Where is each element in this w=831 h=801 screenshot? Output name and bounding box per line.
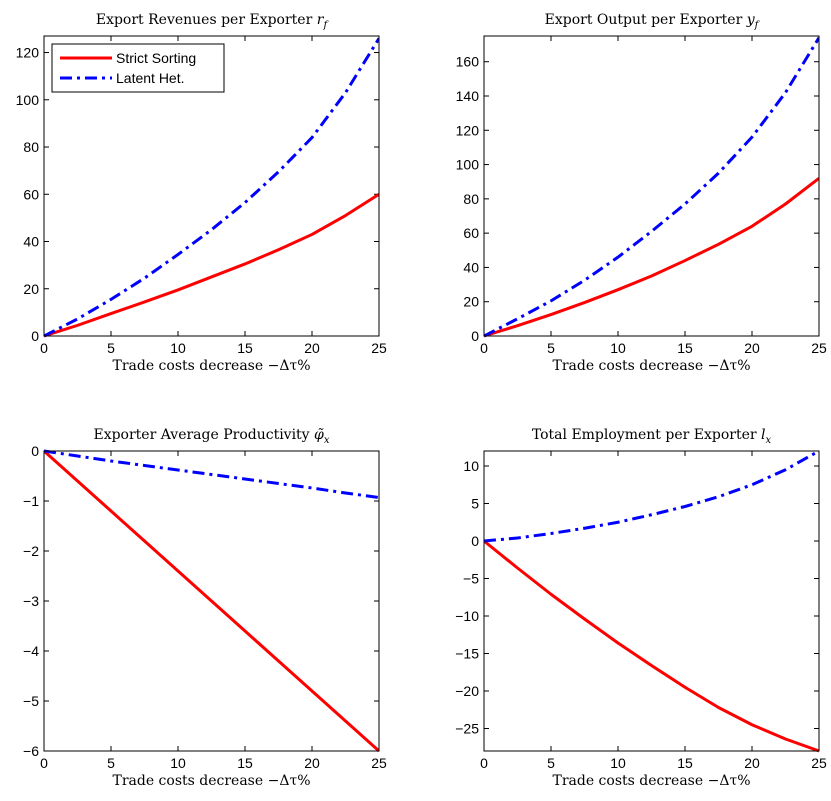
y-tick-label: −3 [23,593,39,609]
y-tick-label: 160 [456,54,480,70]
y-tick-label: 60 [463,225,479,241]
x-tick-label: 15 [237,340,253,356]
y-tick-label: −5 [23,693,39,709]
series-line-strict-sorting [484,539,819,753]
x-tick-label: 20 [744,755,760,771]
series-line-strict-sorting [44,193,379,338]
y-tick-label: −1 [23,493,39,509]
x-tick-label: 0 [480,755,488,771]
x-axis-label: Trade costs decrease −Δτ% [112,773,310,789]
x-tick-label: 5 [547,340,555,356]
y-tick-label: 100 [456,157,480,173]
subplot-title: Total Employment per Exporter lx [532,427,772,446]
x-tick-label: 10 [170,755,186,771]
x-tick-label: 10 [610,340,626,356]
x-tick-label: 15 [677,340,693,356]
axes-frame [483,35,820,337]
x-tick-label: 0 [480,340,488,356]
x-tick-label: 0 [40,755,48,771]
x-tick-label: 20 [304,755,320,771]
y-tick-label: 20 [23,281,39,297]
y-tick-label: 40 [23,234,39,250]
y-tick-label: 0 [31,443,39,459]
y-tick-label: 20 [463,294,479,310]
y-tick-label: 0 [31,328,39,344]
y-tick-label: −6 [23,743,39,759]
x-axis-label: Trade costs decrease −Δτ% [552,773,750,789]
x-tick-label: 5 [547,755,555,771]
plot-area [484,36,819,336]
y-tick-label: 80 [463,191,479,207]
y-tick-label: 100 [16,92,40,108]
y-tick-label: 80 [23,139,39,155]
y-tick-label: 0 [471,533,479,549]
subplot-title: Export Output per Exporter yf [545,12,761,31]
y-tick-label: 120 [456,122,480,138]
y-tick-label: 0 [471,328,479,344]
series-line-latent-het [44,449,379,499]
x-tick-label: 25 [811,755,827,771]
series-line-strict-sorting [44,449,379,753]
y-tick-label: 40 [463,259,479,275]
axes-frame [43,450,380,752]
plot-area [484,451,819,751]
x-tick-label: 25 [811,340,827,356]
axes-frame [483,450,820,752]
subplot-title: Exporter Average Productivity φ̃x [93,427,329,446]
series-line-strict-sorting [484,177,819,338]
series-line-latent-het [484,36,819,338]
y-tick-label: 10 [463,458,479,474]
axes-frame [43,35,380,337]
x-axis-label: Trade costs decrease −Δτ% [112,358,310,374]
y-tick-label: −5 [463,571,479,587]
y-tick-label: 120 [16,45,40,61]
x-tick-label: 20 [744,340,760,356]
series-line-latent-het [484,449,819,543]
x-tick-label: 25 [371,755,387,771]
x-tick-label: 10 [610,755,626,771]
x-tick-label: 5 [107,755,115,771]
y-tick-label: −20 [455,683,479,699]
subplot-1: 0 5 10 15 20 25 0 20 40 60 80 100 120 Export Revenues… [16,12,387,374]
x-tick-label: 25 [371,340,387,356]
legend-label: Latent Het. [116,70,185,86]
series-line-latent-het [44,37,379,338]
legend-box [51,43,225,93]
x-tick-label: 0 [40,340,48,356]
y-tick-label: −2 [23,543,39,559]
y-tick-label: 140 [456,88,480,104]
legend-label: Strict Sorting [116,50,196,66]
subplot-4: 0 5 10 15 20 25 −25 −20 −15 −10 −5 0 5 10 Total Employ… [455,427,827,789]
y-tick-label: −25 [455,721,479,737]
y-tick-label: 60 [23,186,39,202]
y-tick-label: −4 [23,643,39,659]
y-tick-label: −15 [455,646,479,662]
y-tick-label: −10 [455,608,479,624]
x-tick-label: 20 [304,340,320,356]
x-tick-label: 10 [170,340,186,356]
legend: Strict Sorting Latent Het. [51,43,225,93]
x-axis-label: Trade costs decrease −Δτ% [552,358,750,374]
subplot-title: Export Revenues per Exporter rf [96,12,330,31]
subplot-3: 0 5 10 15 20 25 −6 −5 −4 −3 −2 −1 0 Exporter Average … [23,427,387,789]
x-tick-label: 15 [237,755,253,771]
x-tick-label: 5 [107,340,115,356]
y-tick-label: 5 [471,496,479,512]
subplot-2: 0 5 10 15 20 25 0 20 40 60 80 100 120 140 160 Export Ou… [456,12,827,374]
x-tick-label: 15 [677,755,693,771]
